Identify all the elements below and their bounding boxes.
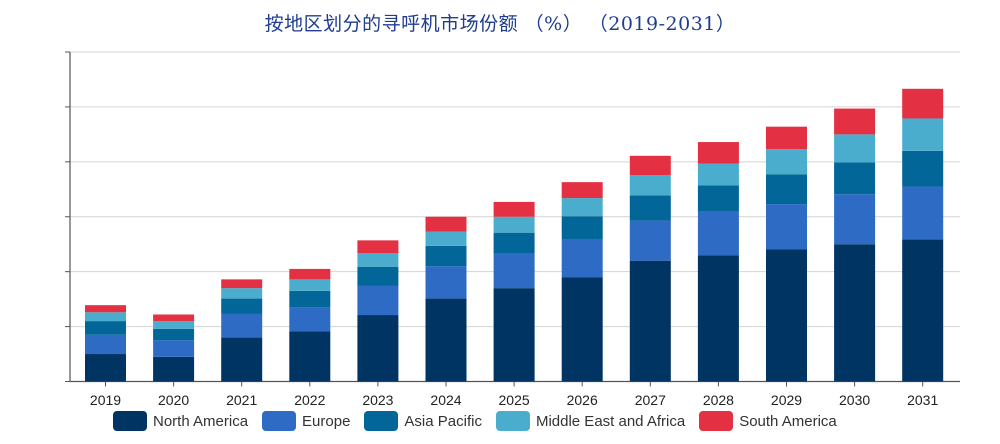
bar-segment-south-america — [493, 201, 535, 217]
bar-segment-north-america — [766, 249, 807, 382]
legend-item: Asia Pacific — [364, 411, 482, 431]
bar-segment-south-america — [834, 108, 876, 135]
x-tick-label: 2029 — [771, 392, 802, 408]
bar-segment-europe — [85, 334, 126, 355]
bar-segment-asia-pacific — [834, 162, 876, 195]
bar-segment-asia-pacific — [493, 232, 535, 253]
bar-segment-north-america — [357, 315, 399, 382]
bar-segment-asia-pacific — [289, 290, 331, 308]
bar-segment-europe — [221, 313, 263, 338]
bar-segment-middle-east-and-africa — [221, 288, 263, 299]
x-tick-label: 2027 — [635, 392, 666, 408]
bar-segment-middle-east-and-africa — [153, 321, 195, 329]
bar-segment-north-america — [902, 239, 944, 382]
bar-segment-south-america — [221, 279, 263, 289]
bar-segment-middle-east-and-africa — [766, 149, 807, 175]
bar-segment-middle-east-and-africa — [834, 134, 876, 163]
bar-segment-middle-east-and-africa — [629, 175, 671, 196]
x-tick-label: 2031 — [907, 392, 938, 408]
bar-segment-europe — [425, 266, 467, 299]
bar-segment-europe — [697, 211, 739, 256]
bar-segment-south-america — [629, 155, 671, 176]
bar-segment-middle-east-and-africa — [357, 252, 399, 267]
bar-segment-north-america — [153, 356, 195, 382]
bar-segment-north-america — [493, 288, 535, 382]
bar-segment-europe — [289, 307, 331, 332]
bar-segment-asia-pacific — [153, 328, 195, 341]
bar-segment-north-america — [221, 337, 263, 382]
bar-segment-europe — [834, 194, 876, 245]
bar-segment-europe — [629, 220, 671, 261]
bar-segment-middle-east-and-africa — [561, 198, 603, 217]
bar-segment-south-america — [425, 216, 467, 232]
bar-segment-south-america — [766, 126, 807, 150]
bar-segment-europe — [493, 252, 535, 289]
bar-segment-south-america — [289, 268, 331, 280]
legend-label: North America — [153, 412, 249, 430]
bar-segment-europe — [902, 186, 944, 240]
legend-item: Europe — [262, 411, 350, 431]
x-tick-label: 2021 — [226, 392, 257, 408]
bar-segment-middle-east-and-africa — [902, 118, 944, 151]
bar-segment-asia-pacific — [902, 150, 944, 187]
bar-segment-europe — [357, 285, 399, 316]
x-tick-label: 2026 — [567, 392, 598, 408]
bar-segment-asia-pacific — [221, 298, 263, 314]
x-tick-label: 2019 — [90, 392, 121, 408]
bar-segment-north-america — [697, 255, 739, 382]
bar-segment-north-america — [85, 354, 126, 382]
legend: North America Europe Asia Pacific Middle Ea… — [113, 411, 851, 431]
legend-swatch — [364, 411, 399, 431]
legend-swatch — [262, 411, 297, 431]
bar-segment-south-america — [902, 88, 944, 119]
bar-segment-middle-east-and-africa — [289, 279, 331, 291]
legend-label: South America — [739, 412, 837, 430]
legend-label: Asia Pacific — [404, 412, 482, 430]
bar-segment-asia-pacific — [629, 195, 671, 221]
bar-segment-asia-pacific — [561, 216, 603, 240]
bar-segment-north-america — [289, 331, 331, 382]
bar-segment-south-america — [153, 314, 195, 322]
legend-swatch — [699, 411, 734, 431]
x-tick-label: 2024 — [430, 392, 461, 408]
x-tick-label: 2030 — [839, 392, 870, 408]
bar-segment-middle-east-and-africa — [697, 163, 739, 186]
x-tick-label: 2028 — [703, 392, 734, 408]
bar-segment-asia-pacific — [357, 266, 399, 286]
bar-segment-europe — [766, 204, 807, 250]
legend-swatch — [495, 411, 530, 431]
x-tick-label: 2022 — [294, 392, 325, 408]
bar-segment-asia-pacific — [85, 321, 126, 335]
bar-segment-asia-pacific — [697, 185, 739, 212]
bar-segment-north-america — [629, 260, 671, 382]
bar-segment-middle-east-and-africa — [425, 231, 467, 246]
bar-segment-north-america — [425, 298, 467, 382]
bar-segment-asia-pacific — [766, 174, 807, 205]
chart-title: 按地区划分的寻呼机市场份额 （%） （2019-2031） — [264, 13, 736, 35]
legend-swatch — [113, 411, 147, 431]
x-tick-label: 2023 — [362, 392, 393, 408]
bar-segment-europe — [561, 239, 603, 278]
bar-segment-europe — [153, 340, 195, 357]
bar-segment-south-america — [85, 305, 126, 313]
legend-label: Middle East and Africa — [535, 412, 686, 430]
bar-segment-middle-east-and-africa — [493, 216, 535, 233]
legend-item: Middle East and Africa — [495, 411, 686, 431]
x-tick-label: 2020 — [158, 392, 189, 408]
bar-segment-south-america — [561, 182, 603, 199]
x-tick-label: 2025 — [499, 392, 530, 408]
legend-item: North America — [113, 411, 248, 431]
legend-label: Europe — [302, 412, 351, 430]
bar-segment-asia-pacific — [425, 245, 467, 267]
bar-segment-middle-east-and-africa — [85, 312, 126, 322]
bar-segment-north-america — [561, 277, 603, 382]
bar-segment-south-america — [697, 142, 739, 164]
legend-item: South America — [699, 411, 837, 431]
bar-segment-south-america — [357, 240, 399, 253]
bar-segment-north-america — [834, 244, 876, 382]
